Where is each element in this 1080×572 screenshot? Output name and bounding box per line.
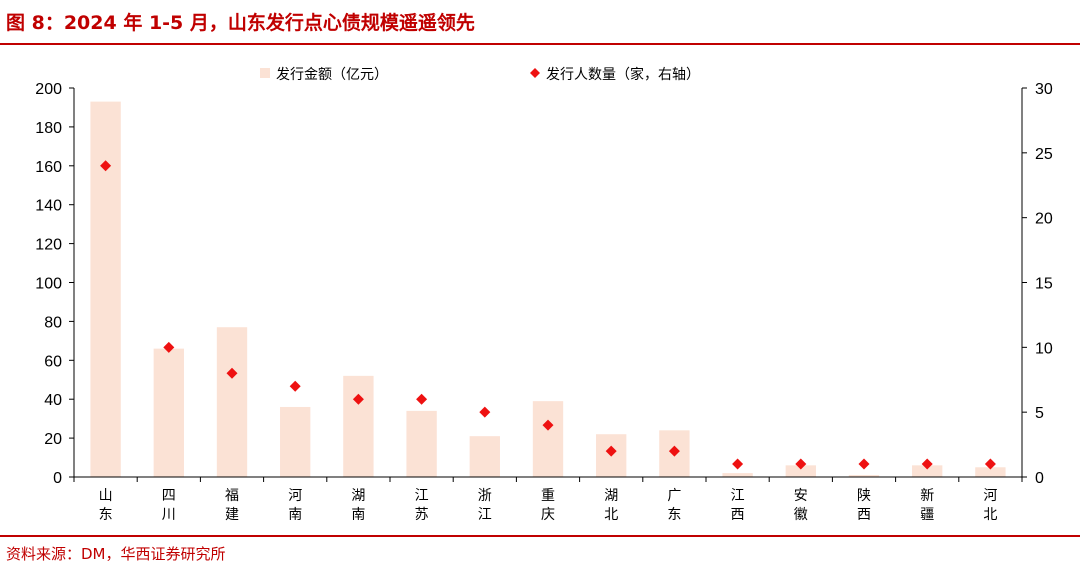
x-tick-label: 广东 [667, 488, 681, 523]
plot-area: 0 20 40 60 80 100 120 140 160 180 200 0 5 10 15 20 25 30 山… [35, 81, 1053, 523]
chart-area: 发行金额（亿元） 发行人数量（家，右轴） 0204060801001201401… [35, 66, 1053, 523]
bar [532, 401, 564, 477]
footer-divider [0, 535, 1080, 537]
point-marker [479, 406, 491, 418]
x-tick-label: 四川 [162, 488, 176, 523]
bar [975, 467, 1006, 477]
x-tick-label: 新疆 [920, 488, 934, 523]
point-marker [352, 393, 364, 405]
right-tick-label: 5 [1035, 405, 1044, 422]
bar [216, 327, 248, 477]
left-tick-label: 60 [44, 353, 62, 370]
point-marker [984, 458, 996, 470]
right-tick-label: 10 [1035, 340, 1053, 357]
left-tick-label: 100 [35, 276, 62, 293]
x-tick-label: 湖北 [604, 488, 618, 523]
bar [912, 465, 943, 477]
point-marker [289, 380, 301, 392]
bar [785, 465, 816, 477]
left-tick-label: 200 [35, 81, 62, 98]
right-tick-label: 20 [1035, 211, 1053, 228]
x-tick-label: 江西 [731, 488, 745, 523]
left-tick-label: 140 [35, 198, 62, 215]
left-tick-label: 160 [35, 159, 62, 176]
right-tick-label: 25 [1035, 146, 1053, 163]
x-tick-label: 福建 [225, 488, 239, 523]
legend-marker-swatch [530, 68, 540, 78]
bar [469, 436, 500, 477]
point-marker [668, 445, 680, 457]
point-marker [605, 445, 617, 457]
left-tick-label: 0 [53, 470, 62, 487]
legend-bar-swatch [260, 68, 270, 78]
x-tick-label: 浙江 [478, 488, 492, 523]
right-tick-label: 30 [1035, 81, 1053, 98]
point-marker [795, 458, 807, 470]
bar [280, 406, 311, 477]
right-tick-label: 15 [1035, 276, 1053, 293]
left-tick-label: 20 [44, 431, 62, 448]
legend: 发行金额（亿元） 发行人数量（家，右轴） [260, 66, 700, 83]
bar [343, 375, 374, 477]
bar [90, 101, 121, 478]
point-marker [542, 419, 554, 431]
bar [406, 410, 437, 477]
x-tick-label: 山东 [99, 488, 113, 523]
right-tick-label: 0 [1035, 470, 1044, 487]
x-tick-label: 湖南 [351, 488, 365, 523]
point-marker [100, 160, 112, 172]
bar [153, 348, 184, 477]
x-tick-label: 河北 [983, 488, 997, 523]
x-tick-label: 江苏 [415, 488, 429, 523]
source-note: 资料来源：DM，华西证券研究所 [6, 545, 226, 563]
left-tick-label: 40 [44, 392, 62, 409]
point-marker [732, 458, 744, 470]
point-marker [416, 393, 428, 405]
left-tick-label: 120 [35, 237, 62, 254]
x-tick-label: 陕西 [857, 488, 871, 523]
point-marker [163, 341, 175, 353]
bar [722, 473, 753, 477]
x-tick-label: 安徽 [794, 488, 808, 523]
left-tick-label: 180 [35, 120, 62, 137]
legend-marker-label: 发行人数量（家，右轴） [546, 66, 700, 83]
title-divider [0, 43, 1080, 45]
bar [848, 475, 880, 477]
chart-title: 图 8：2024 年 1-5 月，山东发行点心债规模遥遥领先 [6, 12, 475, 34]
left-tick-label: 80 [44, 314, 62, 331]
point-marker [858, 458, 870, 470]
x-tick-label: 重庆 [541, 488, 555, 523]
point-marker [921, 458, 933, 470]
point-marker [226, 367, 238, 379]
x-tick-label: 河南 [288, 488, 302, 523]
legend-bar-label: 发行金额（亿元） [276, 67, 388, 83]
